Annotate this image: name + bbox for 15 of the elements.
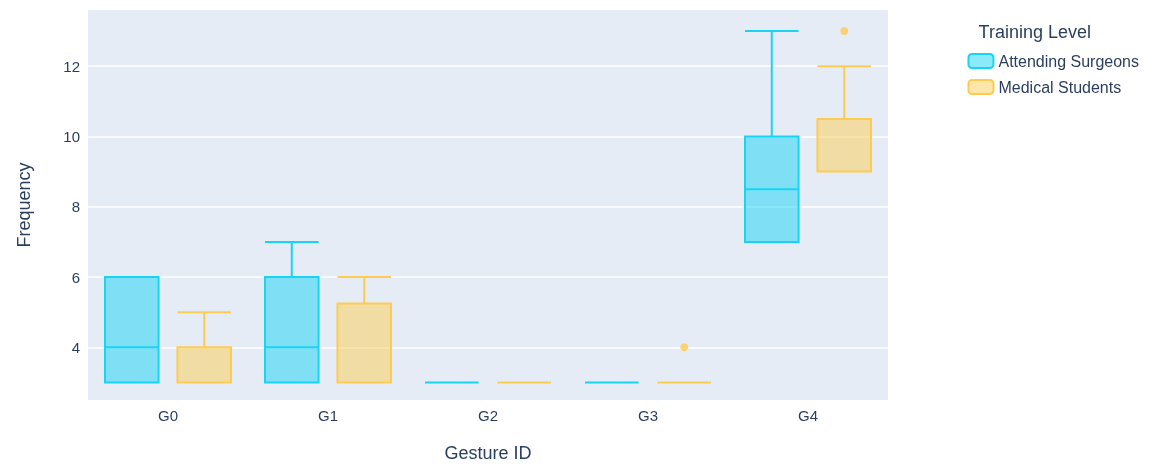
legend-label: Medical Students bbox=[998, 78, 1122, 96]
x-tick-label: G3 bbox=[637, 407, 659, 424]
y-tick-label: 8 bbox=[71, 198, 80, 216]
x-axis-title: Gesture ID bbox=[444, 443, 532, 463]
y-axis-title: Frequency bbox=[14, 162, 34, 248]
x-tick-label: G4 bbox=[797, 407, 819, 424]
y-tick-label: 10 bbox=[63, 127, 80, 145]
x-tick-label: G1 bbox=[317, 407, 339, 424]
y-tick-label: 4 bbox=[71, 338, 80, 356]
legend-title: Training Level bbox=[978, 22, 1092, 42]
x-tick-label: G2 bbox=[477, 407, 499, 424]
y-tick-label: 12 bbox=[63, 57, 80, 75]
legend-label: Attending Surgeons bbox=[998, 52, 1139, 70]
y-tick-label: 6 bbox=[71, 268, 80, 286]
x-tick-label: G0 bbox=[157, 407, 179, 424]
